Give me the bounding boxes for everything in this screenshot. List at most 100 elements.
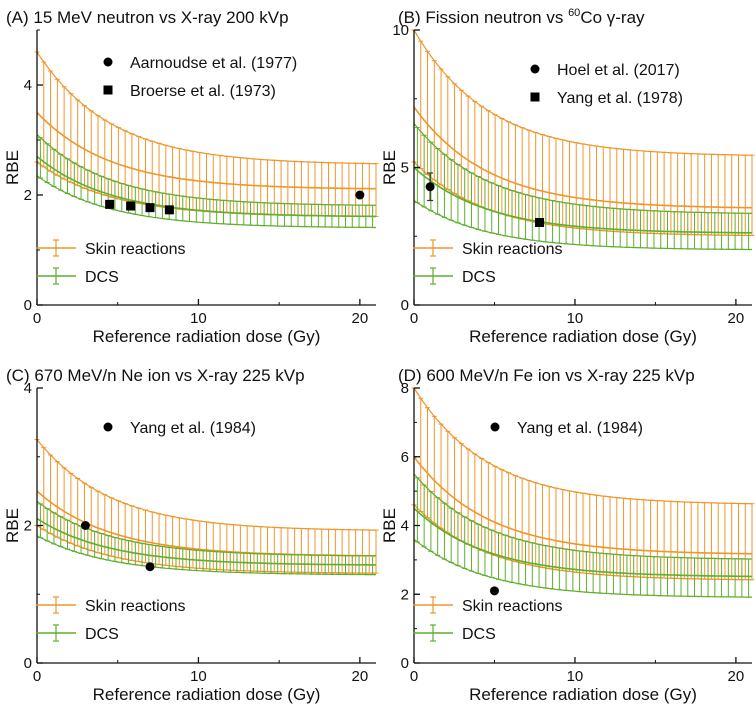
- data-point-circle: [489, 586, 499, 596]
- legend-dcs-label: DCS: [462, 626, 496, 643]
- y-tick-label: 0: [24, 655, 32, 672]
- title-part: (B) Fission neutron vs: [398, 8, 568, 27]
- skin-upper-curve: [413, 29, 753, 156]
- panel-d: (D) 600 MeV/n Fe ion vs X-ray 225 kVp 0 2 4…: [380, 366, 755, 704]
- data-point-circle: [425, 182, 435, 192]
- skin-lower-curve: [36, 524, 377, 574]
- panel-title: (A) 15 MeV neutron vs X-ray 200 kVp: [6, 8, 289, 27]
- panel-c: (C) 670 MeV/n Ne ion vs X-ray 225 kVp 0 2 4…: [3, 366, 379, 704]
- panel-a: (A) 15 MeV neutron vs X-ray 200 kVp 0 2 4 0 1…: [3, 8, 379, 346]
- dcs-lower-curve: [36, 535, 376, 576]
- y-tick-label: 10: [392, 22, 409, 39]
- x-tick-label: 20: [728, 668, 745, 685]
- x-axis-label: Reference radiation dose (Gy): [469, 327, 697, 346]
- legend-dcs-label: DCS: [462, 269, 496, 286]
- legend-square-symbol: [103, 85, 113, 95]
- legend-dcs-label: DCS: [85, 626, 119, 643]
- y-tick-label: 2: [24, 518, 32, 535]
- dcs-upper-curve: [413, 123, 753, 214]
- legend-circle-symbol: [530, 64, 540, 74]
- legend-marker-label: Broerse et al. (1973): [130, 83, 276, 100]
- dcs-lower-curve: [413, 538, 752, 598]
- y-axis-label: RBE: [380, 150, 399, 185]
- y-tick-label: 4: [24, 77, 32, 94]
- legend-circle-symbol: [103, 57, 113, 67]
- legend-skin-label: Skin reactions: [462, 598, 563, 615]
- skin-upper-curve: [36, 51, 376, 165]
- legend-dcs-label: DCS: [85, 269, 119, 286]
- y-axis-label: RBE: [3, 150, 22, 185]
- skin-mean-curve: [413, 456, 753, 555]
- x-tick-label: 20: [352, 668, 369, 685]
- skin-lower-curve: [413, 161, 752, 237]
- y-tick-label: 8: [401, 380, 409, 397]
- y-tick-label: 0: [24, 297, 32, 314]
- y-axis-label: RBE: [380, 508, 399, 543]
- skin-upper-curve: [36, 439, 376, 531]
- x-tick-label: 0: [410, 668, 418, 685]
- title-part: Co γ-ray: [580, 8, 645, 27]
- x-tick-label: 10: [190, 310, 207, 327]
- dcs-upper-curve: [36, 134, 376, 206]
- panel-title: (D) 600 MeV/n Fe ion vs X-ray 225 kVp: [398, 366, 695, 385]
- skin-mean-curve: [36, 111, 376, 190]
- dcs-mean-curve: [36, 155, 376, 218]
- legend-marker-label: Yang et al. (1978): [557, 90, 683, 107]
- x-axis-label: Reference radiation dose (Gy): [93, 327, 321, 346]
- y-tick-label: 2: [401, 586, 409, 603]
- legend-marker-label: Yang et al. (1984): [517, 420, 643, 437]
- legend-marker-label: Yang et al. (1984): [130, 420, 256, 437]
- data-point-circle: [355, 190, 365, 200]
- dcs-lower-curve: [413, 199, 752, 251]
- x-tick-label: 10: [567, 310, 584, 327]
- x-tick-label: 10: [567, 668, 584, 685]
- data-point-square: [535, 218, 545, 227]
- y-tick-label: 0: [401, 297, 409, 314]
- legend-skin-label: Skin reactions: [462, 241, 563, 258]
- legend-square-symbol: [530, 92, 540, 102]
- data-point-square: [105, 199, 115, 209]
- x-tick-label: 20: [352, 310, 369, 327]
- data-point-square: [145, 203, 155, 213]
- x-tick-label: 0: [33, 668, 41, 685]
- legend-marker-label: Hoel et al. (2017): [557, 62, 680, 79]
- legend-skin-label: Skin reactions: [85, 241, 186, 258]
- legend-skin-label: Skin reactions: [85, 598, 186, 615]
- x-tick-label: 20: [728, 310, 745, 327]
- y-tick-label: 4: [401, 518, 409, 535]
- x-tick-label: 0: [410, 310, 418, 327]
- title-superscript: 60: [568, 7, 580, 19]
- skin-upper-curve: [413, 387, 752, 505]
- y-tick-label: 2: [24, 187, 32, 204]
- y-tick-label: 5: [401, 160, 409, 177]
- dcs-mean-curve: [36, 517, 376, 566]
- data-point-square: [164, 205, 174, 215]
- x-tick-label: 10: [190, 668, 207, 685]
- skin-mean-curve: [413, 106, 752, 209]
- dcs-mean-curve: [413, 507, 752, 578]
- skin-error-bars: [34, 51, 379, 217]
- data-point-circle: [80, 521, 90, 530]
- y-tick-label: 6: [401, 449, 409, 466]
- panel-b: (B) Fission neutron vs 60Co γ-ray 0 5 10 0 10…: [380, 7, 755, 346]
- panel-title: (B) Fission neutron vs 60Co γ-ray: [398, 7, 645, 27]
- legend-circle-symbol: [490, 422, 500, 432]
- legend-circle-symbol: [103, 422, 113, 432]
- y-axis-label: RBE: [3, 508, 22, 543]
- panel-title: (C) 670 MeV/n Ne ion vs X-ray 225 kVp: [6, 366, 305, 385]
- y-tick-label: 0: [401, 655, 409, 672]
- x-tick-label: 0: [33, 310, 41, 327]
- dcs-lower-curve: [36, 175, 376, 229]
- legend-marker-label: Aarnoudse et al. (1977): [130, 55, 297, 72]
- data-point-square: [126, 201, 136, 211]
- skin-error-bars: [34, 439, 379, 574]
- x-axis-label: Reference radiation dose (Gy): [93, 685, 321, 704]
- skin-error-bars: [411, 387, 755, 581]
- dcs-upper-curve: [413, 473, 752, 560]
- x-axis-label: Reference radiation dose (Gy): [469, 685, 697, 704]
- dcs-mean-curve: [413, 166, 752, 234]
- data-point-circle: [145, 562, 155, 572]
- dcs-upper-curve: [36, 500, 376, 557]
- y-tick-label: 4: [24, 380, 32, 397]
